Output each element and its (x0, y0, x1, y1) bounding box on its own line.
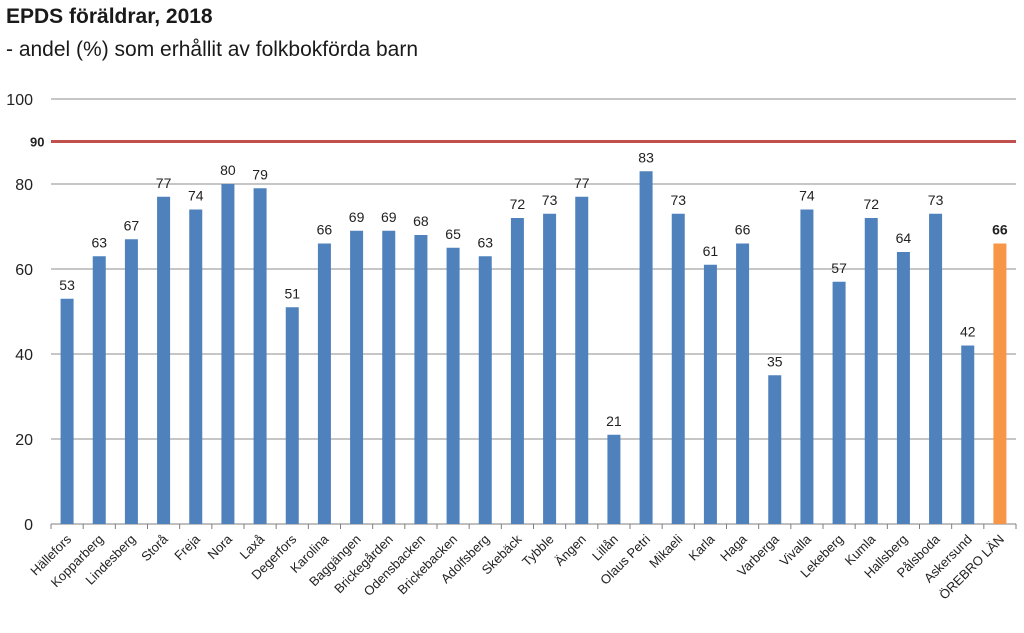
data-label: 57 (831, 260, 847, 276)
data-label: 72 (863, 196, 879, 212)
bar (317, 243, 331, 524)
data-label: 69 (349, 209, 365, 225)
category-label: Ängen (552, 532, 589, 569)
data-label: 65 (445, 226, 461, 242)
bar (864, 218, 878, 524)
data-label: 61 (703, 243, 719, 259)
category-label: Karla (685, 531, 718, 564)
bar (478, 256, 492, 524)
y-tick-label: 40 (15, 347, 33, 364)
data-label: 68 (413, 213, 429, 229)
data-label: 77 (574, 175, 590, 191)
chart-subtitle: - andel (%) som erhållit av folkbokförda… (6, 38, 419, 61)
data-label: 72 (510, 196, 526, 212)
data-label: 77 (156, 175, 172, 191)
bar (189, 209, 203, 524)
bar (607, 434, 621, 524)
data-label: 63 (477, 234, 493, 250)
bar (896, 252, 910, 524)
bar (350, 230, 364, 524)
data-label: 69 (381, 209, 397, 225)
bar (575, 196, 589, 524)
data-label: 73 (928, 192, 944, 208)
bar (414, 235, 428, 524)
bar (60, 298, 74, 524)
data-label: 66 (735, 222, 751, 238)
data-label: 35 (767, 353, 783, 369)
bar (703, 264, 717, 524)
bar (92, 256, 106, 524)
chart-title: EPDS föräldrar, 2018 (6, 5, 213, 28)
bar (446, 247, 460, 524)
bar (221, 184, 235, 524)
data-label: 42 (960, 324, 976, 340)
data-label: 66 (317, 222, 333, 238)
data-label: 63 (91, 234, 107, 250)
bar (993, 243, 1007, 524)
bar (157, 196, 171, 524)
reference-line-label: 90 (30, 135, 44, 150)
bar (285, 307, 299, 524)
data-label: 51 (284, 285, 300, 301)
data-label: 64 (896, 230, 912, 246)
bar (639, 171, 653, 524)
bar (253, 188, 267, 524)
data-label: 74 (799, 188, 815, 204)
bar (961, 345, 975, 524)
data-label: 21 (606, 413, 622, 429)
data-label: 66 (992, 222, 1008, 238)
bar (800, 209, 814, 524)
bar (382, 230, 396, 524)
category-label: Nora (204, 531, 235, 562)
bar (736, 243, 750, 524)
bar (929, 213, 943, 524)
data-label: 79 (252, 166, 268, 182)
category-label: Mikaeli (646, 531, 685, 570)
y-tick-label: 100 (6, 92, 33, 109)
data-label: 80 (220, 162, 236, 178)
bar (510, 218, 524, 524)
y-tick-label: 20 (15, 432, 33, 449)
data-label: 73 (670, 192, 686, 208)
y-tick-label: 0 (24, 517, 33, 534)
bar (671, 213, 685, 524)
category-label: Tybble (519, 532, 557, 570)
y-tick-label: 60 (15, 262, 33, 279)
bar (768, 375, 782, 524)
data-label: 53 (59, 277, 75, 293)
data-label: 67 (124, 217, 140, 233)
bar (124, 239, 138, 524)
bar (543, 213, 557, 524)
data-label: 83 (638, 149, 654, 165)
bar (832, 281, 846, 524)
data-label: 73 (542, 192, 558, 208)
y-tick-label: 80 (15, 177, 33, 194)
category-label: Freja (171, 531, 203, 563)
data-label: 74 (188, 188, 204, 204)
category-label: Storå (138, 531, 171, 564)
